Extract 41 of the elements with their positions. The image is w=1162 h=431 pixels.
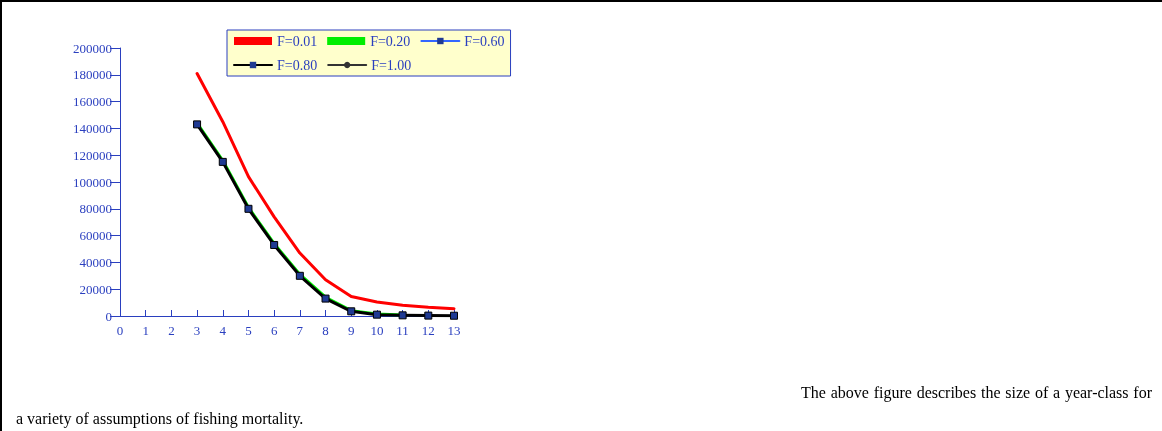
point xyxy=(295,271,304,280)
point xyxy=(372,310,381,319)
x-tick-label: 1 xyxy=(142,323,149,338)
x-tick-label: 7 xyxy=(296,323,304,338)
y-tick-label: 180000 xyxy=(73,67,112,83)
x-tick-label: 3 xyxy=(193,323,201,338)
legend-label: F=0.20 xyxy=(370,33,411,49)
y-tick-label: 160000 xyxy=(73,94,112,110)
x-tick-label: 11 xyxy=(396,323,409,338)
legend-label: F=0.80 xyxy=(277,57,318,73)
x-tick-label: 13 xyxy=(447,323,461,338)
point xyxy=(270,240,279,249)
point xyxy=(193,120,202,129)
point xyxy=(424,311,433,320)
legend-label: F=0.01 xyxy=(277,33,318,49)
x-tick-label: 6 xyxy=(270,323,278,338)
y-tick-label: 200000 xyxy=(73,40,112,56)
y-tick-label: 40000 xyxy=(79,254,112,270)
x-tick-label: 5 xyxy=(245,323,252,338)
y-tick-label: 100000 xyxy=(73,174,112,190)
y-tick-label: 60000 xyxy=(79,228,112,244)
point xyxy=(218,157,227,166)
legend-label: F=1.00 xyxy=(371,57,412,73)
x-tick-label: 12 xyxy=(421,323,435,338)
point xyxy=(347,307,356,316)
y-tick-label: 120000 xyxy=(73,147,112,163)
point xyxy=(321,294,330,303)
x-tick-label: 4 xyxy=(219,323,227,338)
text: The above figure describes the size of a year-class for a variety of assumptions of fishing mortality. xyxy=(16,384,1152,427)
x-tick-label: 10 xyxy=(370,323,384,338)
x-tick-label: 9 xyxy=(347,323,355,338)
point xyxy=(244,204,253,213)
y-tick-label: 20000 xyxy=(79,281,112,297)
x-tick-label: 8 xyxy=(322,323,329,338)
y-tick-label: 80000 xyxy=(79,201,112,217)
y-tick-label: 140000 xyxy=(73,120,112,136)
x-tick-label: 0 xyxy=(116,323,124,338)
point xyxy=(398,311,407,320)
legend-label: F=0.60 xyxy=(464,33,505,49)
line-series xyxy=(195,71,456,311)
x-tick-label: 2 xyxy=(168,323,175,338)
